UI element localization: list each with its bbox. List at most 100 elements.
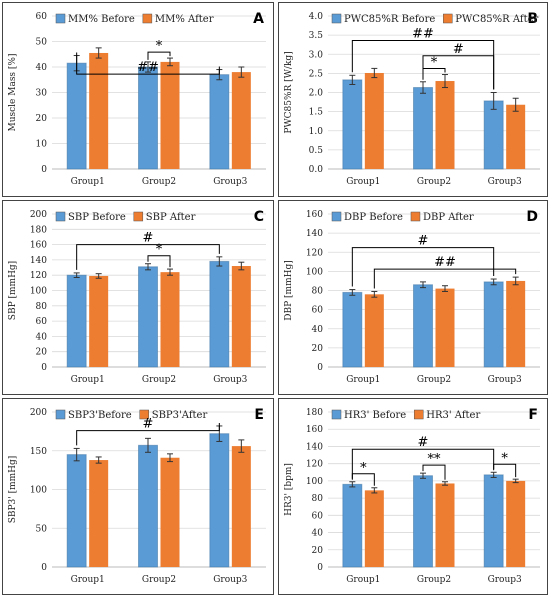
legend-swatch bbox=[331, 409, 342, 420]
significance-bracket bbox=[76, 244, 220, 270]
y-tick-label: 40 bbox=[36, 63, 48, 73]
panel-letter: F bbox=[528, 407, 538, 423]
bar bbox=[506, 104, 526, 169]
y-tick-label: 0.0 bbox=[309, 165, 324, 175]
y-tick-label: 3.0 bbox=[309, 50, 324, 60]
y-tick-label: 160 bbox=[30, 241, 47, 251]
significance-bracket bbox=[147, 51, 171, 60]
y-tick-label: 60 bbox=[36, 317, 48, 327]
significance-label: # bbox=[418, 234, 429, 249]
legend-label: HR3' After bbox=[426, 410, 480, 421]
y-tick-label: 160 bbox=[306, 425, 323, 435]
legend-label: MM% After bbox=[155, 14, 214, 25]
y-tick-label: 140 bbox=[306, 442, 323, 452]
y-tick-label: 40 bbox=[312, 529, 324, 539]
bar bbox=[66, 62, 87, 170]
bar bbox=[413, 87, 433, 170]
bar bbox=[413, 284, 433, 368]
significance-label: * bbox=[156, 243, 163, 258]
panel-letter: A bbox=[253, 11, 264, 27]
bar bbox=[209, 74, 230, 170]
y-tick-label: 20 bbox=[36, 114, 48, 124]
legend-swatch bbox=[55, 13, 66, 24]
bar bbox=[231, 266, 251, 367]
bar bbox=[138, 266, 158, 368]
legend-label: PWC85%R After bbox=[455, 14, 538, 25]
y-tick-label: 100 bbox=[30, 486, 47, 496]
legend-swatch bbox=[331, 211, 342, 222]
legend-label: MM% Before bbox=[68, 14, 135, 25]
x-tick-label: Group2 bbox=[142, 375, 176, 385]
bar bbox=[483, 281, 504, 368]
y-tick-label: 100 bbox=[30, 287, 47, 297]
y-tick-label: 60 bbox=[36, 12, 48, 22]
y-tick-label: 2.0 bbox=[309, 89, 324, 99]
y-axis-label: DBP [mmHg] bbox=[284, 260, 294, 320]
y-tick-label: 200 bbox=[30, 210, 47, 220]
y-tick-label: 0 bbox=[41, 363, 47, 373]
chart-panel-E: 0 50 100 150 200 SBP3' [mmHg] E Group1 Group2 Gro… bbox=[2, 398, 274, 595]
x-tick-label: Group2 bbox=[142, 575, 176, 585]
significance-label: ## bbox=[137, 60, 159, 75]
y-tick-label: 0 bbox=[41, 563, 47, 573]
y-tick-label: 80 bbox=[312, 287, 324, 297]
panel-letter: B bbox=[527, 11, 538, 27]
bar bbox=[342, 291, 363, 368]
bar bbox=[435, 483, 455, 567]
significance-bracket bbox=[147, 255, 171, 268]
y-tick-label: 40 bbox=[312, 325, 324, 335]
y-tick-label: 100 bbox=[306, 267, 323, 277]
x-tick-label: Group3 bbox=[213, 575, 247, 585]
y-tick-label: 0 bbox=[317, 363, 323, 373]
significance-label: * bbox=[156, 39, 163, 54]
legend-swatch bbox=[55, 409, 66, 420]
bar bbox=[506, 480, 526, 567]
x-tick-label: Group2 bbox=[417, 575, 451, 585]
y-axis-label: PWC85%R [W/kg] bbox=[284, 51, 294, 133]
bar bbox=[66, 274, 87, 368]
significance-bracket bbox=[76, 52, 220, 75]
bar bbox=[364, 72, 384, 169]
y-tick-label: 20 bbox=[36, 348, 48, 358]
legend-swatch bbox=[133, 211, 144, 222]
y-tick-label: 150 bbox=[30, 447, 47, 457]
x-tick-label: Group3 bbox=[488, 375, 522, 385]
bar bbox=[160, 61, 180, 169]
y-tick-label: 1.5 bbox=[309, 108, 324, 118]
significance-label: ** bbox=[428, 452, 442, 467]
y-axis-label: SBP [mmHg] bbox=[8, 261, 18, 320]
legend-label: DBP Before bbox=[344, 212, 403, 223]
y-tick-label: 140 bbox=[306, 229, 323, 239]
x-tick-label: Group1 bbox=[71, 177, 105, 187]
y-axis-label: Muscle Mass [%] bbox=[8, 54, 18, 132]
legend-label: PWC85%R Before bbox=[344, 14, 435, 25]
legend-label: HR3' Before bbox=[344, 410, 406, 421]
legend-swatch bbox=[142, 13, 153, 24]
significance-label: * bbox=[501, 451, 508, 466]
chart-panel-B: 0.0 0.5 1.0 1.5 2.0 2.5 3.0 3.5 4.0 PWC85%R [W/kg… bbox=[278, 2, 548, 197]
y-tick-label: 100 bbox=[306, 477, 323, 487]
y-tick-label: 80 bbox=[312, 494, 324, 504]
legend-label: SBP3'Before bbox=[68, 410, 132, 421]
y-tick-label: 120 bbox=[306, 248, 323, 258]
bar bbox=[364, 294, 384, 367]
bar bbox=[342, 79, 363, 170]
x-tick-label: Group3 bbox=[213, 177, 247, 187]
y-tick-label: 0.5 bbox=[309, 146, 324, 156]
y-tick-label: 0 bbox=[41, 165, 47, 175]
bar bbox=[209, 260, 230, 368]
significance-bracket bbox=[422, 464, 446, 480]
x-tick-label: Group1 bbox=[346, 575, 380, 585]
bar bbox=[209, 433, 230, 568]
significance-bracket bbox=[351, 247, 495, 287]
x-tick-label: Group2 bbox=[417, 375, 451, 385]
legend-label: SBP3'After bbox=[152, 410, 208, 421]
y-tick-label: 60 bbox=[312, 306, 324, 316]
legend-swatch bbox=[331, 13, 342, 24]
legend-label: DBP After bbox=[423, 212, 474, 223]
x-tick-label: Group3 bbox=[488, 177, 522, 187]
x-tick-label: Group3 bbox=[213, 375, 247, 385]
significance-label: # bbox=[143, 231, 154, 246]
legend-label: SBP Before bbox=[68, 212, 126, 223]
